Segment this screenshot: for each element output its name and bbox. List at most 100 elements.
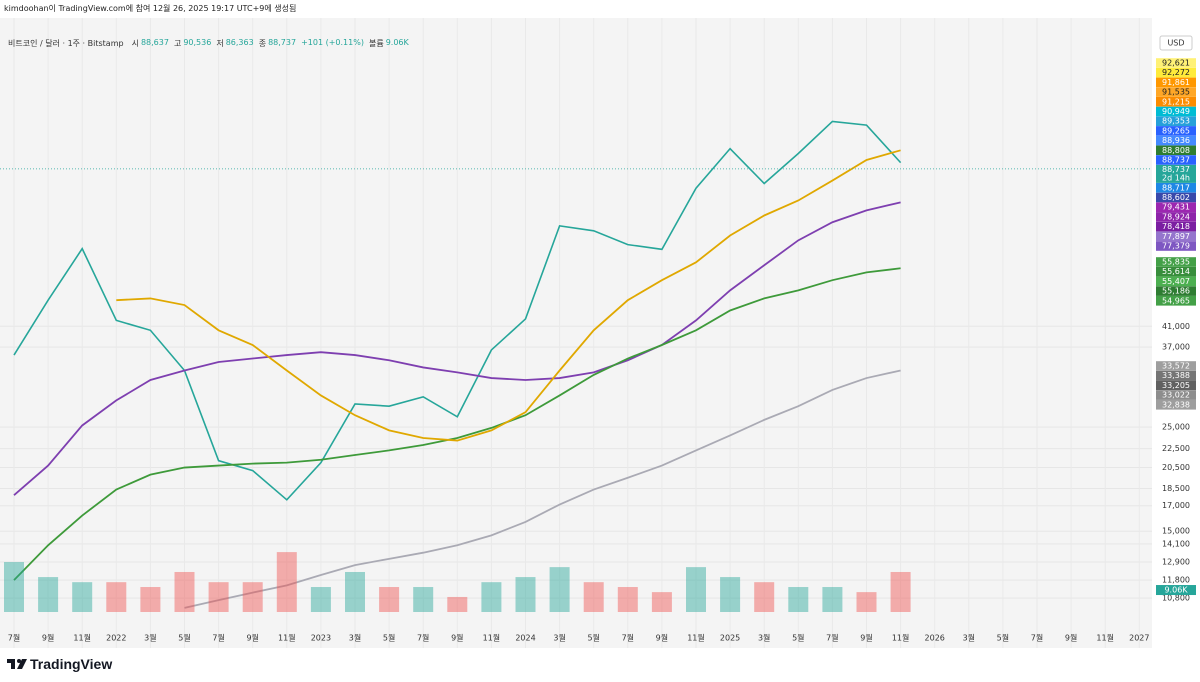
volume-bar: [242, 582, 263, 612]
x-tick-label: 2025: [720, 634, 740, 643]
price-label-box: [1156, 183, 1196, 193]
price-label-box: [1156, 241, 1196, 251]
x-tick-label: 3월: [349, 633, 361, 643]
price-label-box: [1156, 106, 1196, 117]
x-tick-label: 2022: [106, 634, 126, 643]
volume-bar: [208, 582, 229, 612]
price-label-box: [1156, 361, 1196, 371]
price-label-box: [1156, 221, 1196, 232]
x-tick-label: 5월: [997, 633, 1009, 643]
logo: [7, 659, 27, 669]
volume-bar: [720, 577, 741, 612]
line-series: [13, 120, 902, 501]
volume-value: 9.06K: [385, 38, 409, 47]
x-tick-label: 9월: [451, 633, 463, 643]
price-label-box: [1156, 257, 1196, 267]
x-tick-label: 11월: [687, 633, 705, 643]
line-series: [116, 149, 901, 442]
y-tick-label: 41,000: [1162, 322, 1190, 331]
ohlc-value: 88,637: [140, 38, 169, 47]
x-tick-label: 7월: [212, 633, 224, 643]
price-label-box: [1156, 116, 1196, 126]
price-label-box: [1156, 212, 1196, 222]
price-label: 89,353: [1162, 117, 1190, 126]
x-tick-label: 11월: [1096, 633, 1114, 643]
price-label-box: [1156, 400, 1196, 410]
x-tick-label: 3월: [963, 633, 975, 643]
price-label: 92,621: [1162, 59, 1190, 68]
volume-bar: [754, 582, 775, 612]
volume-bar: [515, 577, 536, 612]
price-label: 91,861: [1162, 78, 1190, 87]
volume-bar: [617, 587, 638, 612]
x-tick-label: 2023: [311, 634, 331, 643]
price-label: 55,186: [1162, 287, 1190, 296]
price-label: 78,924: [1162, 212, 1190, 221]
ohlc-value: 90,536: [183, 38, 212, 47]
price-label-box: [1156, 266, 1196, 277]
price-label: 55,407: [1162, 277, 1190, 286]
line-series: [184, 369, 901, 609]
x-tick-label: 9월: [42, 633, 54, 643]
price-label-box: [1156, 58, 1196, 68]
price-label: 79,431: [1162, 203, 1190, 212]
legend: 비트코인 / 달러 · 1주 · Bitstamp 시 88,637 고 90,536…: [8, 38, 412, 49]
price-label: 91,215: [1162, 97, 1190, 106]
price-label-box: [1156, 370, 1196, 381]
price-label-box: [1156, 155, 1196, 165]
ohlc-key: 종: [258, 39, 267, 48]
volume-bar: [276, 552, 297, 612]
price-label-box: [1156, 192, 1196, 203]
ohlc-key: 고: [173, 39, 182, 48]
price-label-box: [1156, 77, 1196, 88]
y-tick-label: 22,500: [1162, 444, 1190, 453]
price-label-box: [1156, 97, 1196, 107]
y-tick-label: 15,000: [1162, 527, 1190, 536]
symbol: 비트코인 / 달러 · 1주 · Bitstamp: [8, 39, 124, 48]
price-label: 91,535: [1162, 88, 1190, 97]
price-label-box: [1156, 126, 1196, 136]
price-label-box: [1156, 202, 1196, 212]
price-label: 33,022: [1162, 391, 1190, 400]
price-label: 88,808: [1162, 146, 1190, 155]
ohlc-key: 시: [131, 39, 139, 48]
change: +101 (+0.11%): [301, 38, 364, 47]
x-tick-label: 3월: [758, 633, 770, 643]
price-label-box: [1156, 164, 1196, 183]
x-tick-label: 11월: [892, 633, 910, 643]
price-label: 88,737: [1162, 165, 1190, 174]
ohlc-value: 88,737: [268, 38, 297, 47]
price-label: 54,965: [1162, 296, 1190, 305]
x-tick-label: 5월: [792, 633, 804, 643]
price-label: 55,835: [1162, 258, 1190, 267]
volume-bar: [890, 571, 911, 612]
y-tick-label: 11,800: [1162, 576, 1190, 585]
x-tick-label: 2024: [515, 634, 535, 643]
price-label: 90,949: [1162, 107, 1190, 116]
volume-key: 볼륨: [368, 39, 384, 48]
price-label: 77,897: [1162, 232, 1190, 241]
y-tick-label: 10,800: [1162, 594, 1190, 603]
y-tick-label: 25,000: [1162, 423, 1190, 432]
volume-bar: [106, 582, 127, 612]
x-tick-label: 7월: [826, 633, 838, 643]
volume-label: 9.06K: [1164, 586, 1188, 595]
price-label: 33,205: [1162, 381, 1190, 390]
price-label: 89,265: [1162, 126, 1190, 135]
volume-bar: [379, 587, 400, 612]
volume-bar: [822, 587, 843, 612]
price-label: 88,936: [1162, 136, 1190, 145]
y-tick-label: 20,500: [1162, 463, 1190, 472]
price-label: 32,838: [1162, 400, 1190, 409]
x-tick-label: 3월: [553, 633, 565, 643]
volume-bar: [38, 577, 59, 612]
price-label-box: [1156, 286, 1196, 296]
x-tick-label: 9월: [1065, 633, 1077, 643]
price-label-box: [1156, 67, 1196, 78]
x-tick-label: 2027: [1129, 634, 1149, 643]
currency: USD: [1167, 39, 1184, 48]
price-label: 55,614: [1162, 267, 1190, 276]
price-label-box: [1156, 296, 1196, 306]
x-tick-label: 2026: [925, 634, 945, 643]
